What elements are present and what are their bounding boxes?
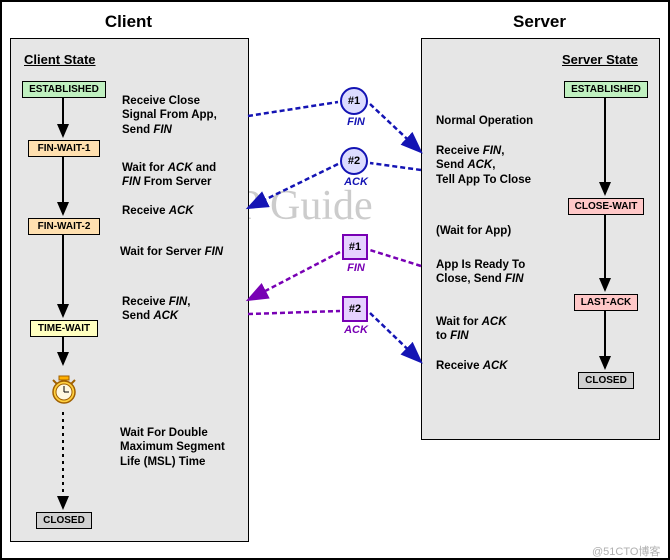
server-event-2: (Wait for App) xyxy=(436,224,511,238)
message-label-0: FIN xyxy=(341,116,371,128)
server-state-established: ESTABLISHED xyxy=(564,81,648,98)
credit-text: @51CTO博客 xyxy=(592,543,660,559)
client-event-4: Receive FIN,Send ACK xyxy=(122,295,190,324)
client-title: Client xyxy=(10,12,247,32)
server-state-closed: CLOSED xyxy=(578,372,634,389)
client-state-fin-wait-2: FIN-WAIT-2 xyxy=(28,218,100,235)
message-label-1: ACK xyxy=(341,176,371,188)
message-badge-0: #1 xyxy=(340,87,368,115)
server-event-5: Receive ACK xyxy=(436,359,508,373)
server-event-4: Wait for ACKto FIN xyxy=(436,315,507,344)
message-label-3: ACK xyxy=(341,324,371,336)
server-title: Server xyxy=(421,12,658,32)
server-event-3: App Is Ready ToClose, Send FIN xyxy=(436,258,525,287)
server-state-last-ack: LAST-ACK xyxy=(574,294,638,311)
diagram-frame: The TCP/IP Guide Client Client State Ser… xyxy=(0,0,670,560)
message-badge-1: #2 xyxy=(340,147,368,175)
server-state-header: Server State xyxy=(562,52,638,67)
message-badge-2: #1 xyxy=(342,234,368,260)
client-event-0: Receive CloseSignal From App,Send FIN xyxy=(122,94,217,137)
server-state-close-wait: CLOSE-WAIT xyxy=(568,198,644,215)
client-event-1: Wait for ACK andFIN From Server xyxy=(122,161,216,190)
client-state-established: ESTABLISHED xyxy=(22,81,106,98)
client-event-3: Wait for Server FIN xyxy=(120,245,223,259)
server-event-1: Receive FIN,Send ACK,Tell App To Close xyxy=(436,144,531,187)
client-state-time-wait: TIME-WAIT xyxy=(30,320,98,337)
client-state-closed: CLOSED xyxy=(36,512,92,529)
client-state-header: Client State xyxy=(24,52,96,67)
client-event-5: Wait For DoubleMaximum SegmentLife (MSL)… xyxy=(120,426,225,469)
message-badge-3: #2 xyxy=(342,296,368,322)
message-label-2: FIN xyxy=(341,262,371,274)
clock-icon xyxy=(47,370,81,415)
client-event-2: Receive ACK xyxy=(122,204,194,218)
server-event-0: Normal Operation xyxy=(436,114,533,128)
client-state-fin-wait-1: FIN-WAIT-1 xyxy=(28,140,100,157)
